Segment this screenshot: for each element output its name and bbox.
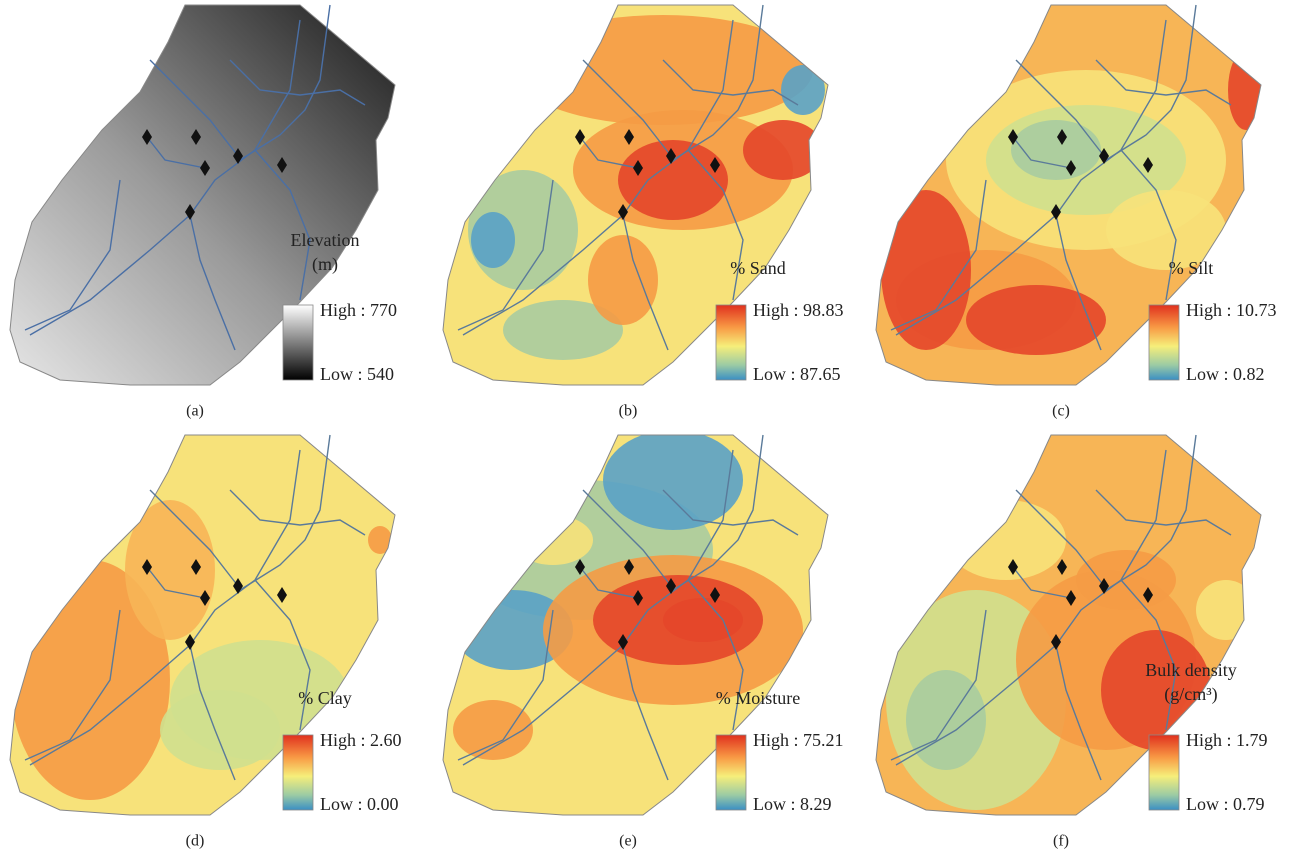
legend-title: (m) — [312, 254, 338, 275]
figure: Elevation (m) High : 770 Low : 540 (a) % Sand… — [0, 0, 1298, 859]
legend-low: Low : 87.65 — [753, 364, 841, 384]
panel-caption: (e) — [619, 833, 637, 850]
legend-title: Elevation — [291, 230, 360, 250]
surface-zone — [453, 700, 533, 760]
map — [443, 5, 828, 385]
surface-zone — [906, 670, 986, 770]
legend-ramp — [1149, 735, 1179, 810]
surface-zone — [966, 285, 1106, 355]
surface-zone — [946, 500, 1066, 580]
map — [876, 435, 1261, 815]
surface-zone — [513, 15, 813, 125]
surface-zone — [513, 515, 593, 565]
legend-title: % Silt — [1169, 258, 1214, 278]
elevation-surface — [10, 5, 395, 385]
map-panel: Elevation (m) High : 770 Low : 540 (a) — [10, 5, 397, 420]
legend-high: High : 1.79 — [1186, 730, 1268, 750]
surface-zone — [125, 500, 215, 640]
surface-zone — [881, 190, 971, 350]
map-panel: % Clay High : 2.60 Low : 0.00 (d) — [10, 435, 402, 850]
legend-low: Low : 0.79 — [1186, 794, 1265, 814]
surface-zone — [663, 598, 743, 642]
legend-ramp — [283, 735, 313, 810]
legend-low: Low : 8.29 — [753, 794, 832, 814]
map-panel: % Moisture High : 75.21 Low : 8.29 (e) — [443, 430, 844, 850]
map — [10, 435, 395, 815]
legend-low: Low : 0.82 — [1186, 364, 1265, 384]
legend-ramp — [283, 305, 313, 380]
legend-ramp — [1149, 305, 1179, 380]
legend-title: % Clay — [298, 688, 352, 708]
surface-zone — [1076, 550, 1176, 610]
surface-zone — [1011, 120, 1101, 180]
legend-title: Bulk density — [1145, 660, 1237, 680]
surface-zone — [781, 65, 825, 115]
map-panel: Bulk density (g/cm³) High : 1.79 Low : 0.79… — [876, 435, 1268, 850]
legend-title: % Sand — [730, 258, 786, 278]
panel-caption: (f) — [1053, 833, 1069, 850]
legend-title: (g/cm³) — [1164, 684, 1217, 705]
map — [443, 430, 828, 815]
surface-zone — [743, 120, 823, 180]
surface-zone — [588, 235, 658, 325]
legend-ramp — [716, 735, 746, 810]
legend-high: High : 770 — [320, 300, 397, 320]
panel-caption: (d) — [186, 833, 205, 850]
map-panel: % Sand High : 98.83 Low : 87.65 (b) — [443, 5, 844, 420]
panel-caption: (b) — [619, 403, 638, 420]
panel-caption: (c) — [1052, 403, 1070, 420]
legend-high: High : 2.60 — [320, 730, 402, 750]
legend-ramp — [716, 305, 746, 380]
panel-caption: (a) — [186, 403, 204, 420]
surface-zone — [160, 690, 280, 770]
surface-zone — [471, 212, 515, 268]
legend-high: High : 75.21 — [753, 730, 844, 750]
legend-low: Low : 0.00 — [320, 794, 399, 814]
map — [10, 5, 395, 385]
surface-zone — [1196, 580, 1256, 640]
map-panel: % Silt High : 10.73 Low : 0.82 (c) — [876, 5, 1277, 420]
legend-high: High : 10.73 — [1186, 300, 1277, 320]
legend-title: % Moisture — [716, 688, 801, 708]
surface-zone — [368, 526, 392, 554]
surface-zone — [603, 430, 743, 530]
legend-high: High : 98.83 — [753, 300, 844, 320]
legend-low: Low : 540 — [320, 364, 394, 384]
